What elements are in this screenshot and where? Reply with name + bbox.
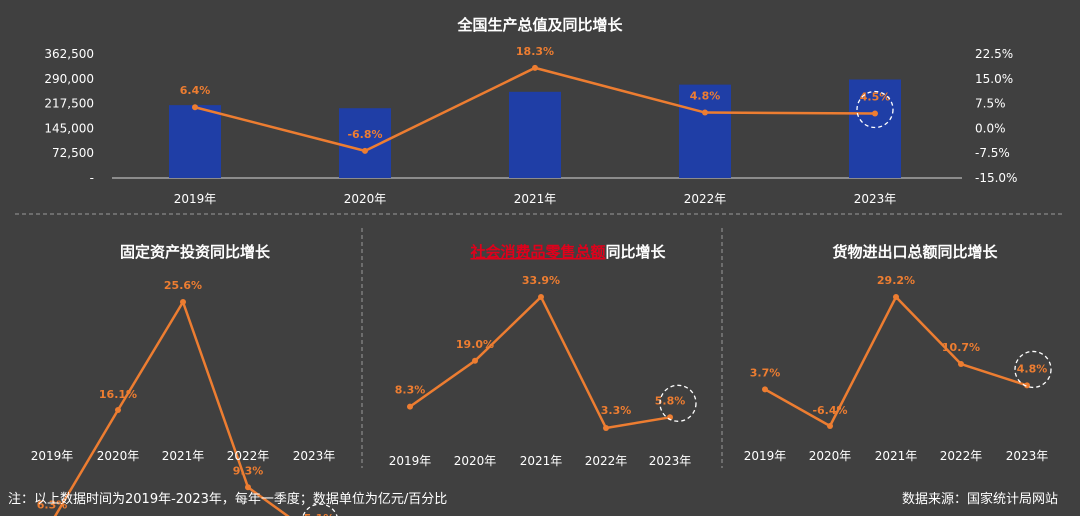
growth-point (472, 357, 478, 364)
x-tick-label: 2022年 (585, 454, 628, 468)
gdp-chart-title: 全国生产总值及同比增长 (456, 16, 623, 34)
x-tick-label: 2023年 (1006, 449, 1049, 463)
left-tick-label: 290,000 (44, 72, 94, 86)
x-tick-label: 2020年 (809, 449, 852, 463)
left-tick-label: 145,000 (44, 121, 94, 135)
growth-data-label: 10.7% (942, 341, 980, 354)
x-tick-label: 2022年 (227, 449, 270, 463)
left-tick-label: 72,500 (52, 146, 94, 160)
growth-data-label: 3.7% (750, 366, 781, 379)
growth-data-label: 29.2% (877, 274, 915, 287)
footer-source: 数据来源：国家统计局网站 (902, 491, 1058, 507)
fixed-asset-chart: 6.3% 16.1% 25.6% 9.3% 5.1% 2019年 2020年 2021年 202… (31, 279, 338, 516)
growth-data-label: 33.9% (522, 274, 560, 287)
x-tick-label: 2020年 (97, 449, 140, 463)
growth-line (764, 294, 1028, 428)
growth-point (603, 425, 609, 431)
left-tick-label: - (90, 171, 94, 185)
footer-note: 注：以上数据时间为2019年-2023年，每年一季度；数据单位为亿元/百分比 (8, 491, 447, 507)
growth-data-label: 25.6% (164, 279, 202, 292)
growth-data-label: 16.1% (99, 388, 137, 401)
retail-title-highlight: 社会消费品零售总额 (469, 243, 605, 261)
growth-data-label: 5.1% (304, 512, 335, 516)
growth-point (1024, 382, 1030, 389)
retail-chart-title: 社会消费品零售总额同比增长 (469, 243, 666, 261)
gdp-bars (169, 79, 901, 178)
growth-data-label: 4.5% (860, 91, 891, 104)
x-tick-label: 2022年 (684, 192, 727, 206)
highlight-circle (856, 90, 894, 129)
growth-point (702, 109, 708, 116)
x-tick-label: 2020年 (344, 192, 387, 206)
highlight-circle (659, 384, 697, 422)
growth-data-label: 19.0% (456, 338, 494, 351)
growth-data-label: 8.3% (395, 384, 426, 397)
growth-data-label: -6.4% (812, 404, 847, 417)
right-tick-label: 0.0% (975, 121, 1006, 135)
x-tick-label: 2019年 (31, 449, 74, 463)
x-tick-label: 2023年 (854, 192, 897, 206)
growth-point (180, 299, 186, 305)
x-tick-label: 2023年 (293, 449, 336, 463)
gdp-growth-line: 6.4% -6.8% 18.3% 4.8% 4.5% (180, 45, 894, 154)
growth-point (762, 386, 768, 393)
highlight-circle (302, 503, 338, 516)
x-tick-label: 2019年 (744, 449, 787, 463)
right-axis-ticks: 22.5% 15.0% 7.5% 0.0% -7.5% -15.0% (975, 47, 1017, 185)
right-tick-label: -15.0% (975, 171, 1017, 185)
right-tick-label: 22.5% (975, 47, 1013, 61)
fixed-asset-chart-title: 固定资产投资同比增长 (120, 243, 271, 261)
growth-point (893, 294, 899, 300)
left-tick-label: 217,500 (44, 97, 94, 111)
growth-point (245, 484, 251, 491)
growth-point (538, 294, 544, 300)
growth-data-label: 18.3% (516, 45, 554, 58)
x-tick-label: 2019年 (389, 454, 432, 468)
gdp-bar (169, 105, 221, 178)
x-axis-ticks: 2019年 2020年 2021年 2022年 2023年 (174, 192, 897, 206)
growth-data-label: 4.8% (690, 90, 721, 103)
x-tick-label: 2021年 (514, 192, 557, 206)
retail-chart: 8.3% 19.0% 33.9% 3.3% 5.8% 2019年 2020年 2021年 202… (389, 274, 697, 468)
growth-point (827, 423, 833, 429)
x-tick-label: 2020年 (454, 454, 497, 468)
x-tick-label: 2023年 (649, 454, 692, 468)
retail-title-rest: 同比增长 (606, 243, 667, 261)
x-tick-label: 2022年 (940, 449, 983, 463)
growth-point (192, 104, 198, 111)
growth-point (362, 147, 368, 154)
left-axis-ticks: 362,500 290,000 217,500 145,000 72,500 - (44, 47, 94, 185)
trade-chart-title: 货物进出口总额同比增长 (832, 243, 998, 261)
right-tick-label: 15.0% (975, 72, 1013, 86)
growth-point (532, 64, 538, 71)
growth-point (115, 407, 121, 413)
x-tick-label: 2021年 (520, 454, 563, 468)
growth-data-label: 9.3% (233, 464, 264, 477)
trade-chart: 3.7% -6.4% 29.2% 10.7% 4.8% 2019年 2020年 2021年 20… (744, 274, 1052, 463)
growth-data-label: 4.8% (1017, 362, 1048, 375)
growth-point (407, 403, 413, 410)
gdp-chart: 全国生产总值及同比增长 362,500 290,000 217,500 145,000… (44, 16, 1017, 206)
left-tick-label: 362,500 (44, 47, 94, 61)
growth-data-label: 6.4% (180, 84, 211, 97)
growth-data-label: 3.3% (601, 404, 632, 417)
gdp-bar (509, 91, 561, 178)
gdp-bar (679, 84, 731, 178)
growth-data-label: -6.8% (347, 128, 382, 141)
growth-point (872, 110, 878, 117)
x-tick-label: 2021年 (875, 449, 918, 463)
growth-data-label: 5.8% (655, 394, 686, 407)
gdp-bar (849, 79, 901, 178)
highlight-circle (1014, 350, 1052, 389)
growth-data-label: 6.3% (37, 498, 68, 511)
x-tick-label: 2021年 (162, 449, 205, 463)
right-tick-label: -7.5% (975, 146, 1010, 160)
right-tick-label: 7.5% (975, 97, 1006, 111)
growth-point (958, 361, 964, 368)
x-tick-label: 2019年 (174, 192, 217, 206)
growth-line (53, 299, 290, 516)
